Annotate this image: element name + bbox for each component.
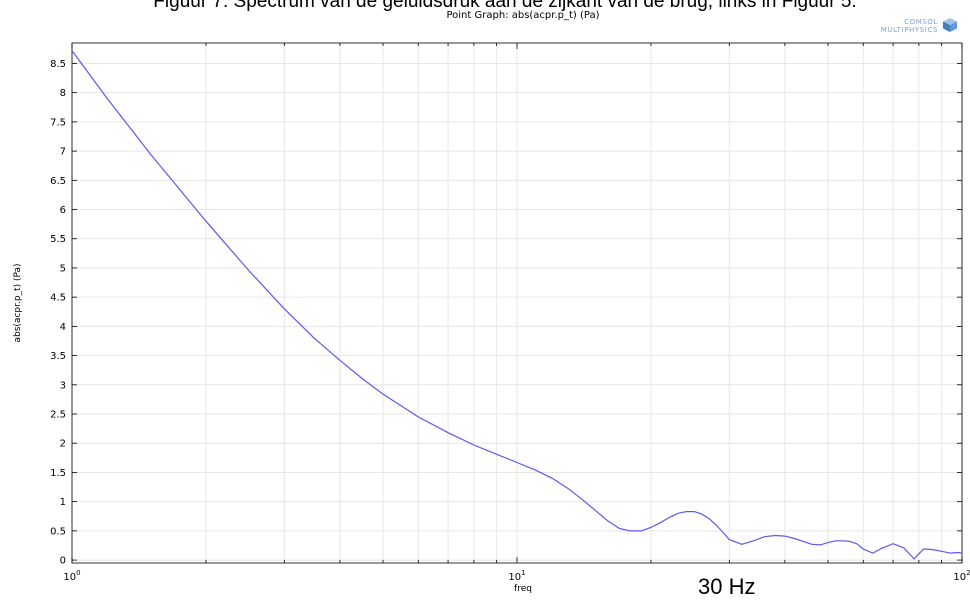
y-tick-label: 0 [60, 556, 66, 567]
y-tick-label: 3 [60, 380, 66, 391]
logo-line-1: COMSOL [904, 18, 938, 26]
frequency-annotation: 30 Hz [698, 574, 756, 599]
plot-title: Point Graph: abs(acpr.p_t) (Pa) [446, 10, 600, 21]
y-tick-label: 0.5 [50, 526, 66, 537]
y-tick-label: 4.5 [50, 293, 66, 304]
series [71, 50, 963, 560]
x-axis-label: freq [514, 584, 532, 594]
y-tick-label: 7.5 [50, 117, 66, 128]
grid [71, 43, 963, 563]
y-tick-label: 6 [60, 205, 66, 216]
y-tick-label: 2 [60, 439, 66, 450]
y-tick-label: 2.5 [50, 410, 66, 421]
comsol-cube-icon [943, 18, 957, 32]
logo-text: COMSOL MULTIPHYSICS [881, 18, 938, 34]
x-tick-label: 102 [953, 569, 970, 583]
y-tick-label: 1.5 [50, 468, 66, 479]
ticks: 0 0.5 1 1.5 2 2.5 3 3.5 4 4.5 5 5.5 6 6.5 7 7.5 8 8.5 100 1… [50, 43, 970, 583]
y-tick-label: 4 [60, 322, 66, 333]
y-tick-label: 6.5 [50, 176, 66, 187]
y-tick-label: 1 [60, 497, 66, 508]
x-tick-label: 101 [508, 569, 525, 583]
y-tick-label: 3.5 [50, 351, 66, 362]
y-tick-label: 8 [60, 88, 66, 99]
y-tick-label: 7 [60, 147, 66, 158]
y-axis-label: abs(acpr.p_t) (Pa) [13, 263, 23, 342]
y-tick-label: 5.5 [50, 234, 66, 245]
comsol-logo: COMSOL MULTIPHYSICS [872, 16, 962, 38]
figure-caption: Figuur 7: Spectrum van de geluidsdruk aa… [153, 0, 857, 12]
y-tick-label: 8.5 [50, 59, 66, 70]
logo-line-2: MULTIPHYSICS [880, 26, 938, 34]
x-tick-label: 100 [63, 569, 80, 583]
y-tick-label: 5 [60, 263, 66, 274]
series-line [71, 50, 963, 560]
